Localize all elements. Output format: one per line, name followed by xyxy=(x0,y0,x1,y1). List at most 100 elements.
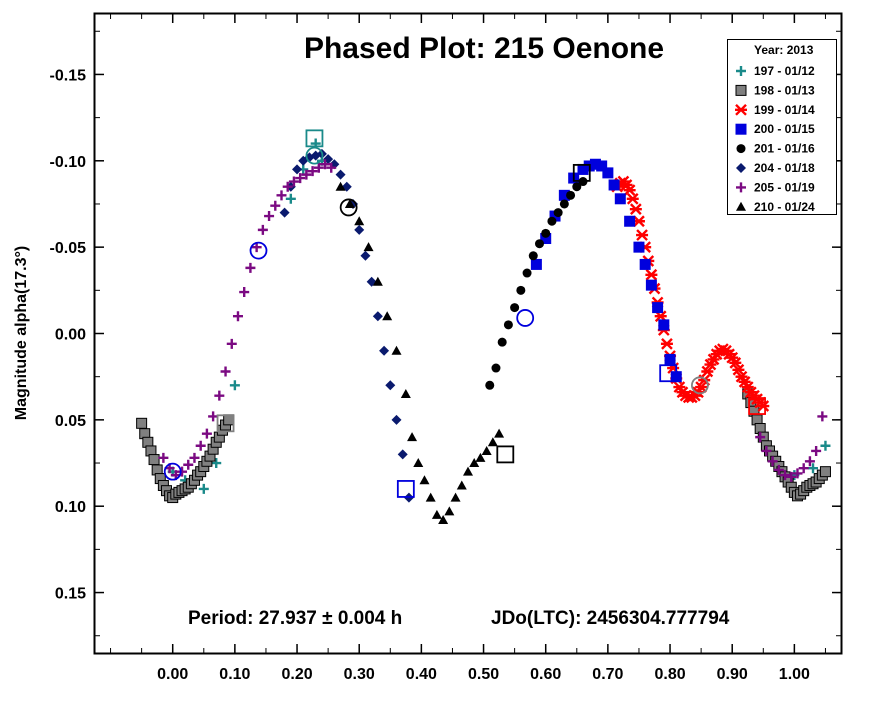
data-point xyxy=(320,159,331,170)
data-point xyxy=(257,224,268,235)
data-point xyxy=(223,414,235,426)
data-point xyxy=(372,276,383,286)
legend-entry: 201 - 01/16 xyxy=(754,142,815,156)
data-point xyxy=(198,483,209,494)
data-point xyxy=(214,390,225,401)
open-marker xyxy=(216,414,235,433)
legend-symbol xyxy=(736,201,746,211)
y-axis-label: Magnitude alpha(17.3°) xyxy=(13,246,30,420)
open-marker xyxy=(659,364,678,383)
data-point xyxy=(559,199,569,209)
data-point xyxy=(326,162,337,173)
data-point xyxy=(522,268,532,278)
data-point xyxy=(295,173,306,184)
open-markers xyxy=(163,129,766,498)
data-point xyxy=(183,459,194,470)
data-point xyxy=(354,224,365,235)
data-point xyxy=(755,432,766,443)
data-point xyxy=(201,428,212,439)
data-point xyxy=(792,468,803,479)
data-point xyxy=(391,345,402,355)
data-point xyxy=(335,181,346,191)
chart-title: Phased Plot: 215 Oenone xyxy=(304,32,664,65)
data-point xyxy=(811,445,822,456)
open-marker xyxy=(496,445,515,464)
x-tick-label: 1.00 xyxy=(779,666,810,683)
data-point xyxy=(602,167,614,179)
open-marker xyxy=(305,146,324,165)
y-tick-label: 0.15 xyxy=(55,586,86,603)
data-point xyxy=(608,179,620,191)
y-tick-label: -0.10 xyxy=(50,154,87,171)
data-point xyxy=(407,432,418,442)
data-point xyxy=(444,506,455,516)
data-point xyxy=(491,363,501,373)
data-point xyxy=(391,414,402,425)
data-point xyxy=(820,440,831,451)
data-point xyxy=(419,475,430,485)
open-marker xyxy=(690,376,709,395)
data-point xyxy=(804,456,815,467)
data-point xyxy=(658,319,670,331)
x-tick-label: 0.30 xyxy=(344,666,375,683)
legend-title: Year: 2013 xyxy=(754,43,814,57)
data-point xyxy=(264,211,275,222)
data-point xyxy=(636,229,649,241)
data-point xyxy=(534,239,544,249)
data-point xyxy=(624,215,636,227)
x-tick-label: 0.20 xyxy=(281,666,312,683)
data-point xyxy=(572,182,582,192)
data-point xyxy=(497,337,507,347)
data-point xyxy=(485,380,495,390)
data-point xyxy=(695,381,708,393)
legend-entry: 199 - 01/14 xyxy=(754,103,815,117)
data-point xyxy=(767,456,778,467)
open-marker xyxy=(305,129,324,148)
x-tick-label: 0.40 xyxy=(406,666,437,683)
data-point xyxy=(232,311,243,322)
data-point xyxy=(530,258,542,270)
legend-symbol xyxy=(736,66,746,76)
data-point xyxy=(313,162,324,173)
data-point xyxy=(245,262,256,273)
data-point xyxy=(276,190,287,201)
data-point xyxy=(596,160,608,172)
data-point xyxy=(487,437,498,447)
data-point xyxy=(469,458,480,468)
open-marker xyxy=(748,397,766,415)
epoch-annotation: JDo(LTC): 2456304.777794 xyxy=(491,608,730,629)
data-point xyxy=(510,303,520,313)
data-point xyxy=(211,458,222,469)
x-tick-label: 0.10 xyxy=(219,666,250,683)
data-point xyxy=(285,193,296,204)
data-point xyxy=(195,440,206,451)
data-point xyxy=(660,338,673,350)
open-marker xyxy=(572,163,591,182)
data-point xyxy=(136,417,148,429)
legend-entry: 200 - 01/15 xyxy=(754,122,815,136)
data-point xyxy=(645,268,658,281)
data-point xyxy=(425,492,436,502)
data-point xyxy=(385,380,396,391)
x-axis: 0.00 0.10 0.20 0.30 0.40 0.50 0.60 0.70 0.80 0.90… xyxy=(110,14,826,683)
data-point xyxy=(645,279,657,291)
data-point xyxy=(757,400,770,412)
x-tick-label: 0.60 xyxy=(530,666,561,683)
data-point xyxy=(475,452,486,462)
data-point xyxy=(664,353,676,365)
data-point xyxy=(566,190,576,200)
data-point xyxy=(344,198,355,208)
data-point xyxy=(397,449,408,460)
data-point xyxy=(413,458,424,468)
legend-entry: 198 - 01/13 xyxy=(754,83,815,97)
data-point xyxy=(528,251,538,261)
data-point xyxy=(786,471,797,482)
data-point xyxy=(456,480,467,490)
legend-entry: 205 - 01/19 xyxy=(754,180,815,194)
data-point xyxy=(226,338,237,349)
data-point xyxy=(701,365,714,378)
legend-entry: 210 - 01/24 xyxy=(754,200,815,214)
legend-symbol xyxy=(735,103,747,116)
data-point xyxy=(541,228,551,238)
data-point xyxy=(732,363,745,376)
